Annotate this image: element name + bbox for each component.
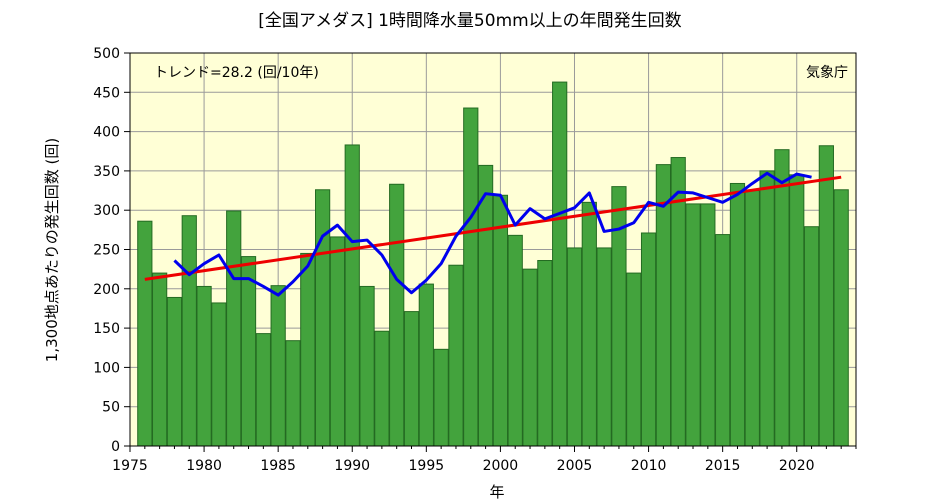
x-tick-label-1975: 1975: [112, 458, 148, 474]
bar-1993: [389, 183, 405, 447]
x-tick-label-1990: 1990: [334, 458, 370, 474]
bar-2007: [596, 247, 612, 447]
y-tick-label-0: 0: [111, 439, 120, 455]
trend-annotation: トレンド=28.2 (回/10年): [154, 65, 319, 81]
bar-1991: [359, 285, 375, 447]
bar-1985: [270, 285, 286, 447]
bar-2014: [700, 203, 716, 447]
bar-2003: [537, 260, 553, 447]
bar-1999: [477, 164, 494, 447]
chart-title: [全国アメダス] 1時間降水量50mm以上の年間発生回数: [258, 11, 681, 31]
x-tick-label-1985: 1985: [260, 458, 296, 474]
bar-1987: [300, 252, 316, 447]
bar-2022: [818, 145, 834, 447]
bar-2017: [744, 190, 760, 447]
bar-2015: [715, 234, 731, 447]
bar-2019: [774, 149, 790, 447]
y-tick-label-500: 500: [93, 46, 120, 62]
bar-1978: [166, 296, 183, 447]
bar-1986: [285, 340, 301, 447]
x-tick-label-2000: 2000: [483, 458, 519, 474]
bar-1992: [374, 330, 390, 447]
bar-1982: [226, 210, 242, 447]
bar-1994: [403, 311, 420, 447]
bar-1979: [181, 215, 197, 447]
bar-1995: [418, 283, 434, 447]
bar-1998: [463, 107, 479, 447]
bar-1980: [196, 285, 212, 447]
x-tick-label-2005: 2005: [557, 458, 593, 474]
bar-1997: [448, 264, 464, 447]
x-tick-label-1995: 1995: [409, 458, 445, 474]
bar-2010: [640, 232, 657, 447]
y-tick-label-350: 350: [93, 164, 120, 180]
bar-2002: [522, 268, 538, 447]
bar-2018: [759, 170, 775, 447]
x-axis-label: 年: [489, 483, 504, 501]
bar-1983: [240, 256, 257, 447]
bar-2006: [581, 201, 597, 447]
x-tick-label-2010: 2010: [631, 458, 667, 474]
y-tick-label-300: 300: [93, 203, 120, 219]
y-tick-label-250: 250: [93, 243, 120, 259]
moving-average-line: [173, 171, 812, 297]
y-tick-label-100: 100: [93, 360, 120, 376]
bar-1988: [315, 189, 331, 447]
bar-2000: [492, 194, 509, 447]
trend-line: [144, 175, 842, 281]
y-tick-label-50: 50: [102, 400, 120, 416]
y-tick-label-400: 400: [93, 125, 120, 141]
bar-1981: [211, 302, 227, 447]
x-tick-label-2015: 2015: [705, 458, 741, 474]
x-tick-label-2020: 2020: [779, 458, 815, 474]
bar-1984: [255, 333, 271, 447]
bar-2020: [789, 174, 805, 447]
bar-1977: [152, 272, 168, 447]
y-tick-label-150: 150: [93, 321, 120, 337]
y-tick-label-200: 200: [93, 282, 120, 298]
source-label: 気象庁: [806, 65, 848, 81]
y-axis-ticks: 0 50 100 150 200 250 300 350 400 450 500: [93, 46, 130, 455]
x-tick-label-1980: 1980: [186, 458, 222, 474]
bar-2013: [685, 203, 701, 447]
x-axis-ticks: 1975 1980 1985 1990 1995 2000 2005 2010 2015 2020: [112, 446, 857, 474]
bar-2005: [566, 247, 583, 447]
y-tick-label-450: 450: [93, 85, 120, 101]
bar-2016: [729, 182, 746, 447]
y-axis-label: 1,300地点あたりの発生回数 (回): [43, 138, 61, 362]
bar-1989: [329, 236, 346, 447]
bar-1996: [433, 348, 449, 447]
bar-2021: [803, 226, 820, 447]
bar-2001: [507, 234, 523, 447]
bar-2004: [552, 81, 568, 447]
bar-1990: [344, 144, 360, 447]
bar-1976: [137, 220, 153, 447]
bar-2023: [833, 189, 849, 447]
bar-2009: [626, 272, 642, 447]
